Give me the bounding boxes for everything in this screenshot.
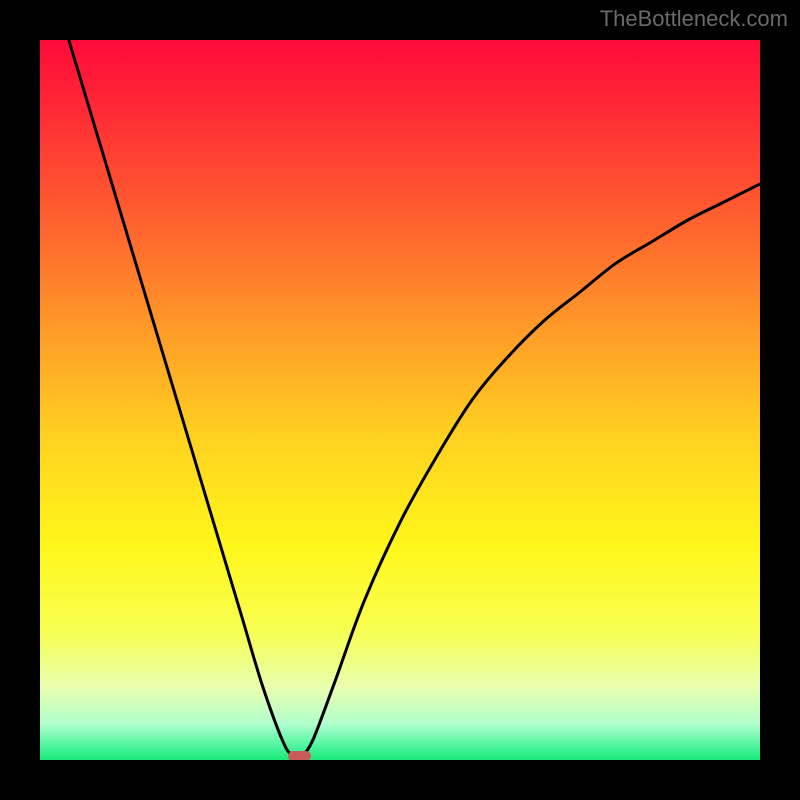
bottleneck-curve (40, 40, 760, 760)
watermark-text: TheBottleneck.com (600, 6, 788, 32)
plot-area (40, 40, 760, 760)
chart-container: TheBottleneck.com (0, 0, 800, 800)
optimal-point-marker (288, 751, 311, 760)
